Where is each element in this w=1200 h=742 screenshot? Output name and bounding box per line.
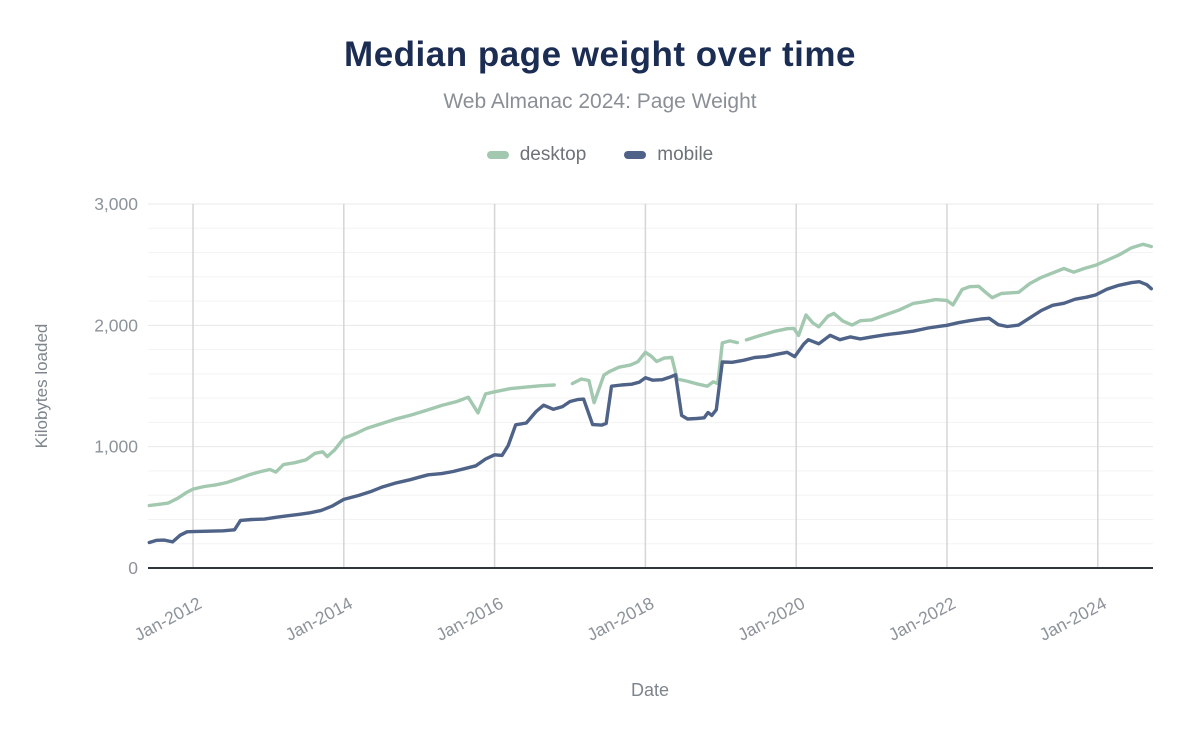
x-tick-label-Jan-2018: Jan-2018 bbox=[583, 593, 657, 645]
legend-swatch-mobile bbox=[624, 151, 647, 159]
legend-item-mobile[interactable]: mobile bbox=[624, 144, 713, 166]
y-tick-label-1000: 1,000 bbox=[94, 437, 138, 457]
x-tick-label-Jan-2012: Jan-2012 bbox=[131, 593, 205, 645]
y-tick-label-0: 0 bbox=[128, 558, 138, 578]
x-tick-label-Jan-2022: Jan-2022 bbox=[885, 593, 959, 645]
x-tick-label-Jan-2016: Jan-2016 bbox=[433, 593, 507, 645]
x-axis-title: Date bbox=[630, 680, 670, 700]
series-desktop-line bbox=[147, 242, 1153, 508]
legend-label-desktop: desktop bbox=[519, 144, 587, 165]
x-tick-label-Jan-2024: Jan-2024 bbox=[1036, 593, 1110, 645]
y-tick-label-3000: 3,000 bbox=[94, 194, 138, 214]
x-tick-label-Jan-2020: Jan-2020 bbox=[734, 593, 808, 645]
y-axis-title: Kilobytes loaded bbox=[32, 323, 51, 449]
x-tick-label-Jan-2014: Jan-2014 bbox=[282, 593, 356, 645]
chart-title: Median page weight over time bbox=[344, 35, 856, 74]
y-tick-label-2000: 2,000 bbox=[94, 315, 138, 335]
legend: desktop mobile bbox=[0, 144, 1200, 166]
legend-item-desktop[interactable]: desktop bbox=[486, 144, 587, 166]
legend-swatch-desktop bbox=[486, 151, 509, 159]
chart-subtitle: Web Almanac 2024: Page Weight bbox=[443, 90, 757, 113]
series-mobile-line bbox=[147, 280, 1153, 545]
legend-label-mobile: mobile bbox=[657, 144, 714, 165]
